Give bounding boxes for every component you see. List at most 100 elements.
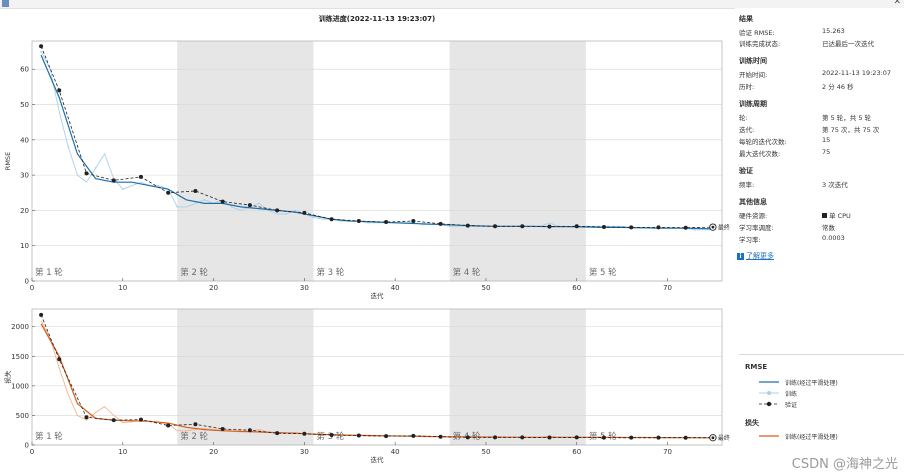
- rmse-ytick-label: 60: [20, 66, 29, 74]
- rmse-validation-point: [39, 44, 44, 49]
- rmse-validation-line: [40, 46, 713, 229]
- learning-rate-label: 学习率:: [739, 236, 761, 244]
- loss-ytick-label: 1000: [11, 382, 29, 390]
- validation-rmse-label: 验证 RMSE:: [739, 29, 775, 37]
- rmse-validation-point: [574, 224, 579, 229]
- loss-chart: 0 500 1000 1500 2000 0 10 20 30 40 50 60 70 迭代 损失第 1 轮…: [3, 308, 730, 464]
- cpu-icon: [822, 213, 827, 218]
- rmse-train-point: [94, 167, 97, 169]
- rmse-validation-point: [84, 171, 89, 176]
- chart-legend: RMSE 训练(经过平滑处理) 训练 验证 损失 训练(经过平滑处理): [739, 354, 904, 449]
- loss-epoch-label-2: 第 2 轮: [180, 431, 208, 442]
- rmse-xtick-label: 10: [118, 284, 127, 292]
- rmse-validation-point: [411, 219, 416, 223]
- loss-validation-point: [138, 417, 143, 422]
- rmse-validation-point: [493, 224, 498, 229]
- learn-more-link[interactable]: i 了解更多: [737, 251, 774, 261]
- loss-epoch-band-2: [177, 309, 314, 445]
- rmse-validation-point: [683, 225, 688, 230]
- loss-validation-point: [384, 434, 389, 439]
- rmse-yaxis-label: RMSE: [4, 152, 12, 170]
- loss-validation-line: [40, 314, 713, 439]
- legend-loss-title: 损失: [745, 419, 759, 427]
- elapsed-value: 2 分 46 秒: [822, 83, 854, 91]
- loss-validation-point: [39, 312, 44, 317]
- other-section-title: 其他信息: [739, 198, 767, 206]
- frequency-value: 3 次迭代: [822, 181, 848, 189]
- learning-rate-value: 0.0003: [822, 234, 845, 242]
- loss-validation-point: [493, 435, 498, 440]
- loss-validation-point: [411, 433, 416, 438]
- loss-validation-point: [166, 423, 171, 428]
- loss-validation-point: [275, 431, 280, 436]
- time-section-title: 训练时间: [739, 57, 767, 65]
- rmse-ytick-label: 10: [20, 242, 29, 250]
- loss-validation-point: [629, 435, 634, 440]
- legend-validation-label: 验证: [785, 402, 798, 409]
- hardware-value-text: 单 CPU: [829, 212, 851, 220]
- rmse-xtick-label: 70: [663, 284, 672, 292]
- loss-validation-point: [465, 435, 470, 440]
- start-time-label: 开始时间:: [739, 71, 768, 79]
- rmse-validation-point: [193, 189, 198, 193]
- rmse-xtick-label: 0: [30, 284, 34, 292]
- loss-xtick-label: 40: [391, 448, 400, 456]
- rmse-validation-point: [547, 224, 552, 229]
- rmse-validation-point: [438, 221, 443, 226]
- loss-yaxis-label: 损失: [3, 370, 12, 384]
- iterations-per-epoch-label: 每轮的迭代次数:: [739, 138, 787, 146]
- loss-validation-point: [329, 432, 334, 437]
- loss-final-marker-dot: [711, 436, 715, 440]
- max-iterations-value: 75: [822, 148, 831, 156]
- frequency-label: 频率:: [739, 181, 755, 189]
- loss-xaxis-label: 迭代: [371, 455, 385, 464]
- rmse-xtick-label: 60: [572, 284, 581, 292]
- hardware-label: 硬件资源:: [739, 212, 768, 220]
- rmse-epoch-label-3: 第 3 轮: [316, 267, 344, 278]
- rmse-validation-point: [275, 208, 280, 213]
- rmse-epoch-band-4: [449, 41, 586, 281]
- rmse-train-point: [40, 50, 42, 53]
- rmse-final-label: 最终: [718, 224, 730, 232]
- rmse-ytick-label: 30: [20, 172, 29, 180]
- rmse-final-marker-dot: [711, 225, 715, 229]
- rmse-epoch-label-2: 第 2 轮: [180, 267, 208, 278]
- close-icon[interactable]: ✕: [893, 0, 901, 7]
- rmse-xtick-label: 20: [209, 284, 218, 292]
- rmse-train-point: [448, 225, 451, 228]
- rmse-validation-point: [465, 223, 470, 228]
- legend-validation-marker: [766, 401, 772, 407]
- legend-rmse-title: RMSE: [745, 363, 768, 371]
- rmse-ytick-label: 20: [20, 207, 29, 215]
- epoch-value: 第 5 轮，共 5 轮: [822, 114, 872, 122]
- watermark: CSDN @海神之光: [791, 457, 898, 472]
- loss-validation-point: [193, 422, 198, 427]
- learn-more-text: 了解更多: [746, 252, 774, 260]
- lr-schedule-value: 常数: [822, 224, 835, 232]
- loss-validation-point: [656, 435, 661, 440]
- validation-rmse-value: 15.263: [822, 27, 845, 35]
- completion-status-label: 训练完成状态:: [739, 40, 781, 48]
- rmse-plot-area: [32, 41, 722, 281]
- rmse-train-smoothed-line: [40, 54, 713, 230]
- loss-validation-point: [247, 428, 252, 433]
- rmse-validation-point: [166, 190, 171, 195]
- rmse-train-point: [176, 205, 179, 208]
- rmse-chart-title: 训练进度(2022-11-13 19:23:07): [319, 14, 435, 23]
- completion-status-value: 已达最后一次迭代: [822, 40, 874, 48]
- rmse-xaxis-label: 迭代: [371, 291, 385, 300]
- rmse-train-point: [230, 205, 233, 208]
- training-progress-charts: 0 10 20 30 40 50 60 0 10 20 30 40 50 60 70 迭代 RMSE 训练进度(2…: [3, 14, 730, 464]
- loss-epoch-label-1: 第 1 轮: [35, 431, 63, 442]
- loss-xtick-label: 30: [300, 448, 309, 456]
- rmse-epoch-label-5: 第 5 轮: [589, 267, 617, 278]
- loss-ytick-label: 0: [25, 442, 29, 450]
- rmse-xtick-label: 40: [391, 284, 400, 292]
- rmse-ytick-label: 40: [20, 136, 29, 144]
- loss-validation-point: [356, 433, 361, 438]
- rmse-validation-point: [520, 224, 525, 229]
- loss-validation-point: [438, 434, 443, 439]
- rmse-train-point: [121, 188, 124, 191]
- rmse-validation-point: [111, 178, 116, 183]
- rmse-validation-point: [302, 210, 307, 215]
